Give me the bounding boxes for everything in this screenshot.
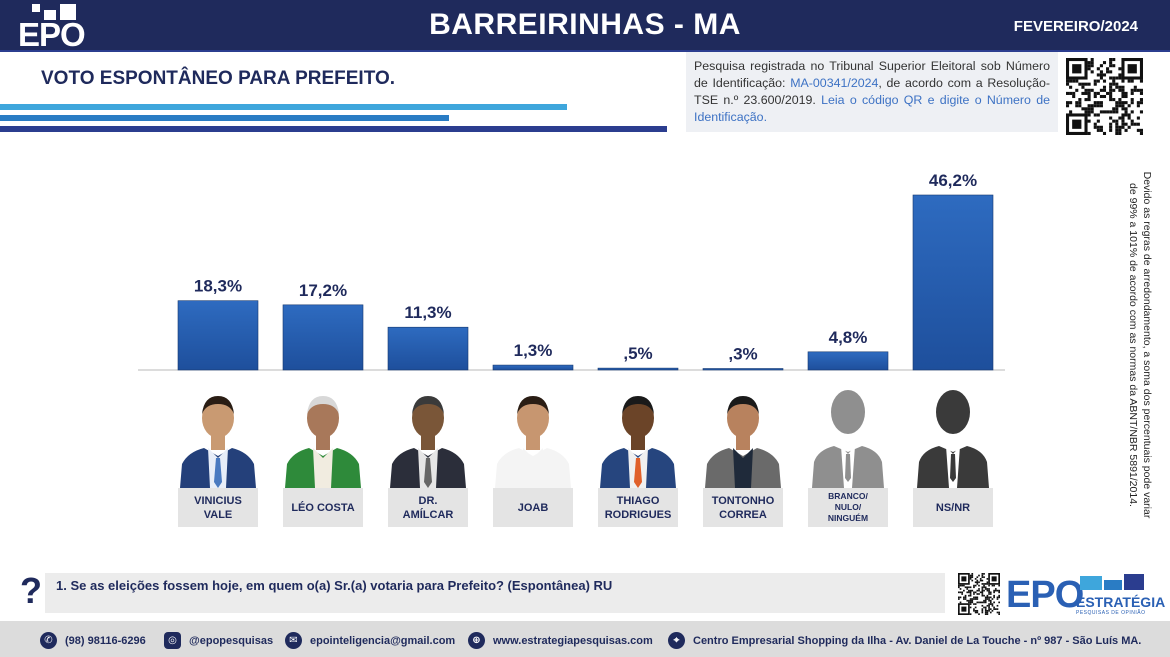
candidate-photo (388, 382, 468, 488)
registration-id: MA-00341/2024 (790, 76, 879, 90)
candidate-name: DR. AMÍLCAR (388, 488, 468, 527)
candidate-name: JOAB (493, 488, 573, 527)
candidate-name-line: NS/NR (935, 501, 971, 514)
footer-bar (0, 621, 1170, 657)
candidate-name-line: TONTONHO (711, 494, 775, 507)
footer-address-text: Centro Empresarial Shopping da Ilha - Av… (693, 634, 1142, 647)
registration-text-2: , de acordo com a Resolução-TSE n.º 23.6… (694, 76, 1050, 107)
globe-icon: ⊕ (468, 632, 485, 649)
footer-phone[interactable]: ✆ (98) 98116-6296 (40, 632, 146, 649)
bar-value-label: 4,8% (829, 328, 868, 347)
candidate-name-line: NULO/ (834, 502, 862, 512)
survey-date: FEVEREIRO/2024 (1013, 18, 1138, 35)
whatsapp-icon: ✆ (40, 632, 57, 649)
estrategia-logo: EPO ESTRATÉGIA PESQUISAS DE OPINIÃO (1006, 574, 1165, 616)
candidate-name-line: VALE (203, 508, 233, 521)
footer-phone-text: (98) 98116-6296 (65, 634, 146, 647)
chart-subtitle: VOTO ESPONTÂNEO PARA PREFEITO. (41, 68, 396, 89)
footer-website-text: www.estrategiapesquisas.com (493, 634, 653, 647)
bar (702, 368, 784, 371)
candidate-photo (703, 382, 783, 488)
footer-website[interactable]: ⊕ www.estrategiapesquisas.com (468, 632, 653, 649)
candidate-name-line: VINICIUS (194, 494, 242, 507)
decor-stripe-3 (0, 126, 667, 132)
instagram-icon: ◎ (164, 632, 181, 649)
logo-text: EPO (18, 16, 86, 53)
bar (387, 326, 469, 371)
candidate-name-line: RODRIGUES (604, 508, 672, 521)
brand-epo: EPO (1006, 574, 1084, 616)
question-bar (45, 573, 945, 613)
candidate-name: THIAGO RODRIGUES (598, 488, 678, 527)
candidate-photo (178, 382, 258, 488)
candidate-name-line: AMÍLCAR (402, 508, 454, 521)
email-icon: ✉ (285, 632, 302, 649)
bar (177, 300, 259, 371)
epo-logo: EPO (18, 4, 86, 53)
candidate-name: LÉO COSTA (283, 488, 363, 527)
footer-qr-code-icon[interactable] (958, 573, 1000, 615)
bar-value-label: 18,3% (194, 277, 242, 296)
bar (912, 194, 994, 371)
page-title: BARREIRINHAS - MA (429, 8, 741, 41)
bar-value-label: 17,2% (299, 281, 347, 300)
qr-code-icon[interactable] (1066, 58, 1143, 135)
bar (597, 367, 679, 371)
bar (282, 304, 364, 371)
location-icon: ⌖ (668, 632, 685, 649)
footer-email[interactable]: ✉ epointeligencia@gmail.com (285, 632, 455, 649)
candidate-name-line: LÉO COSTA (291, 501, 355, 514)
decor-stripe-1 (0, 104, 567, 110)
bar (492, 364, 574, 371)
candidate-name-line: CORREA (719, 508, 767, 521)
bar-value-label: 46,2% (929, 171, 977, 190)
candidate-photo (283, 382, 363, 488)
footer-address: ⌖ Centro Empresarial Shopping da Ilha - … (668, 632, 1141, 649)
rounding-note: Devido as regras de arredondamento, a so… (1118, 165, 1154, 525)
question-mark-icon: ? (20, 570, 42, 611)
brand-name: ESTRATÉGIA (1076, 594, 1166, 610)
rounding-note-text: Devido as regras de arredondamento, a so… (1127, 171, 1153, 519)
bar-value-label: ,3% (728, 345, 757, 364)
registration-box: Pesquisa registrada no Tribunal Superior… (686, 52, 1058, 132)
header-bar: EPO BARREIRINHAS - MA FEVEREIRO/2024 (0, 0, 1170, 53)
footer-instagram[interactable]: ◎ @epopesquisas (164, 632, 273, 649)
bar-value-label: 1,3% (514, 341, 553, 360)
question-text: 1. Se as eleições fossem hoje, em quem o… (56, 578, 613, 593)
silhouette-icon (808, 382, 888, 488)
candidate-name-line: JOAB (517, 501, 549, 514)
candidate-name-line: NINGUÉM (827, 513, 869, 523)
candidate-name: NS/NR (913, 488, 993, 527)
candidate-name: TONTONHO CORREA (703, 488, 783, 527)
bar-value-label: 11,3% (404, 303, 451, 322)
bar (807, 351, 889, 371)
candidate-name: BRANCO/NULO/NINGUÉM (808, 488, 888, 527)
registration-text-3: Leia o código QR e digite o Número de Id… (694, 93, 1050, 124)
candidate-photo (493, 382, 573, 488)
footer-email-text: epointeligencia@gmail.com (310, 634, 456, 647)
footer-instagram-text: @epopesquisas (189, 634, 274, 647)
candidate-name-line: BRANCO/ (828, 491, 868, 501)
silhouette-icon (913, 382, 993, 488)
candidate-photo (598, 382, 678, 488)
decor-stripe-2 (0, 115, 449, 121)
candidate-name-line: THIAGO (616, 494, 660, 507)
bar-value-label: ,5% (623, 344, 652, 363)
registration-text-1: Pesquisa registrada no Tribunal Superior… (694, 59, 1050, 90)
candidate-name: VINICIUS VALE (178, 488, 258, 527)
brand-tagline: PESQUISAS DE OPINIÃO (1076, 610, 1146, 616)
bar-chart: 18,3% 17,2% 11,3% 1,3% ,5% ,3% 4,8% 46,2% (138, 171, 1005, 371)
candidate-name-line: DR. (418, 494, 438, 507)
